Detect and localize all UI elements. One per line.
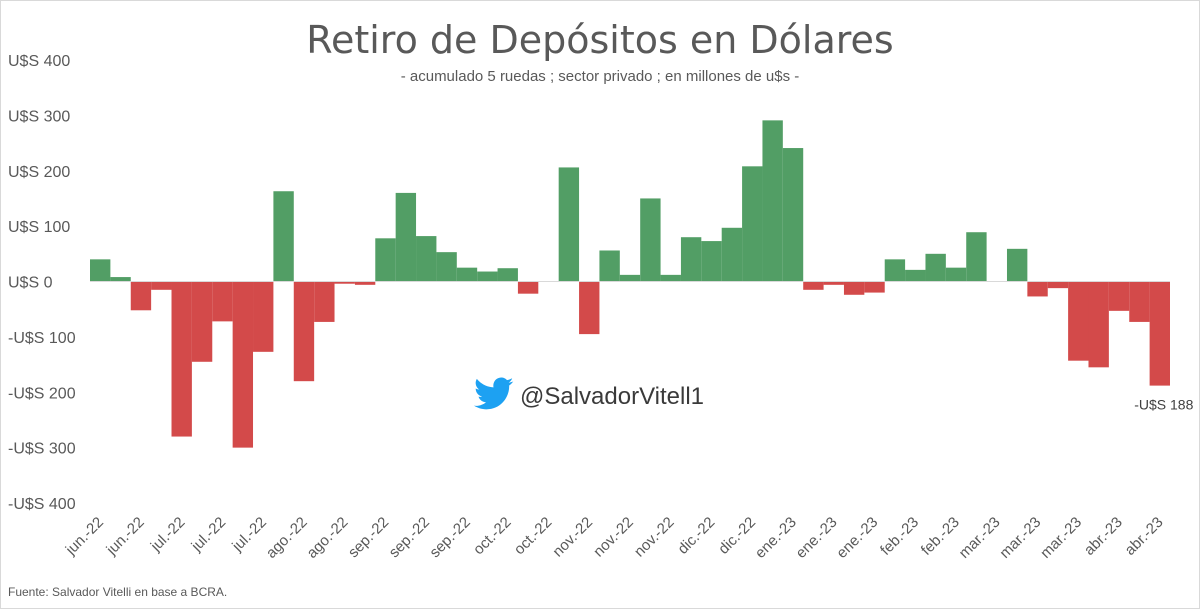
bar bbox=[721, 227, 743, 282]
bar bbox=[395, 192, 417, 282]
y-tick-label: U$S 200 bbox=[8, 164, 70, 181]
bar bbox=[273, 191, 294, 282]
bar bbox=[680, 237, 702, 282]
bar bbox=[416, 236, 437, 282]
bar bbox=[354, 281, 376, 285]
bar bbox=[884, 259, 906, 282]
data-label-last: -U$S 188 bbox=[1134, 397, 1193, 413]
bar bbox=[436, 252, 457, 282]
bar bbox=[660, 274, 681, 282]
twitter-watermark: @SalvadorVitell1 bbox=[474, 376, 704, 417]
x-tick-label: sep.-22 bbox=[386, 514, 433, 561]
x-tick-label: nov.-22 bbox=[631, 514, 678, 561]
x-tick-label: ene.-23 bbox=[833, 514, 881, 562]
x-tick-label: sep.-22 bbox=[426, 514, 473, 561]
bar bbox=[130, 281, 152, 311]
bar bbox=[823, 281, 844, 285]
bar bbox=[579, 281, 600, 335]
x-tick-label: jun.-22 bbox=[62, 514, 107, 559]
y-tick-label: -U$S 200 bbox=[8, 385, 76, 402]
bar bbox=[375, 238, 396, 282]
bar bbox=[1149, 281, 1170, 386]
x-tick-label: ago.-22 bbox=[304, 514, 352, 562]
twitter-handle: @SalvadorVitell1 bbox=[520, 382, 705, 410]
x-tick-label: mar.-23 bbox=[1037, 514, 1085, 562]
x-tick-label: oct.-22 bbox=[511, 514, 555, 558]
x-tick-label: nov.-22 bbox=[590, 514, 637, 561]
bar bbox=[1129, 281, 1150, 322]
x-tick-label: jun.-22 bbox=[103, 514, 148, 559]
x-tick-label: ene.-23 bbox=[793, 514, 841, 562]
bar bbox=[945, 267, 967, 282]
x-tick-label: ene.-23 bbox=[752, 514, 800, 562]
bar bbox=[701, 241, 722, 282]
bar bbox=[253, 281, 274, 352]
source-note: Fuente: Salvador Vitelli en base a BCRA. bbox=[8, 585, 228, 599]
x-tick-label: abr.-23 bbox=[1081, 514, 1126, 559]
bar bbox=[762, 120, 783, 282]
bar bbox=[742, 166, 763, 282]
bar bbox=[599, 250, 620, 282]
bar bbox=[1006, 248, 1028, 282]
twitter-bird-icon bbox=[474, 376, 514, 417]
bar bbox=[456, 267, 478, 282]
bar bbox=[90, 259, 111, 282]
bar bbox=[640, 198, 661, 282]
bar bbox=[171, 281, 192, 437]
x-tick-label: dic.-22 bbox=[674, 514, 718, 558]
x-tick-label: mar.-23 bbox=[996, 514, 1044, 562]
bar bbox=[843, 281, 865, 295]
x-tick-label: jul.-22 bbox=[147, 514, 189, 556]
bar bbox=[966, 232, 987, 282]
bar bbox=[477, 271, 498, 282]
bar bbox=[191, 281, 213, 362]
y-tick-label: U$S 400 bbox=[8, 53, 70, 70]
bar bbox=[151, 281, 172, 290]
x-tick-label: nov.-22 bbox=[549, 514, 596, 561]
bar bbox=[1108, 281, 1130, 311]
chart-subtitle: - acumulado 5 ruedas ; sector privado ; … bbox=[400, 68, 800, 85]
x-tick-label: jul.-22 bbox=[188, 514, 230, 556]
bar bbox=[1027, 281, 1048, 297]
bar bbox=[232, 281, 254, 448]
bar bbox=[1068, 281, 1089, 361]
x-tick-label: ago.-22 bbox=[263, 514, 311, 562]
y-tick-label: -U$S 400 bbox=[8, 496, 76, 513]
y-tick-label: U$S 0 bbox=[8, 275, 53, 292]
y-tick-label: -U$S 300 bbox=[8, 441, 76, 458]
bar bbox=[110, 277, 131, 282]
bar bbox=[803, 281, 824, 290]
chart-title: Retiro de Depósitos en Dólares bbox=[306, 18, 894, 62]
y-tick-label: U$S 300 bbox=[8, 108, 70, 125]
bar bbox=[334, 281, 355, 284]
bar bbox=[517, 281, 539, 294]
bar bbox=[293, 281, 315, 382]
y-tick-label: U$S 100 bbox=[8, 219, 70, 236]
y-tick-label: -U$S 100 bbox=[8, 330, 76, 347]
x-tick-label: feb.-23 bbox=[918, 514, 963, 559]
bar bbox=[1047, 281, 1069, 289]
x-tick-label: sep.-22 bbox=[345, 514, 392, 561]
x-tick-label: mar.-23 bbox=[956, 514, 1004, 562]
bar bbox=[212, 281, 233, 322]
bar bbox=[1088, 281, 1109, 368]
bar bbox=[497, 268, 518, 282]
x-tick-label: feb.-23 bbox=[877, 514, 922, 559]
x-tick-label: abr.-23 bbox=[1122, 514, 1167, 559]
bar bbox=[905, 269, 926, 282]
bar bbox=[619, 274, 641, 282]
x-tick-label: oct.-22 bbox=[470, 514, 514, 558]
bar bbox=[558, 167, 580, 282]
bar bbox=[925, 253, 946, 282]
bar bbox=[782, 148, 804, 282]
bar bbox=[314, 281, 335, 322]
bar bbox=[864, 281, 885, 293]
